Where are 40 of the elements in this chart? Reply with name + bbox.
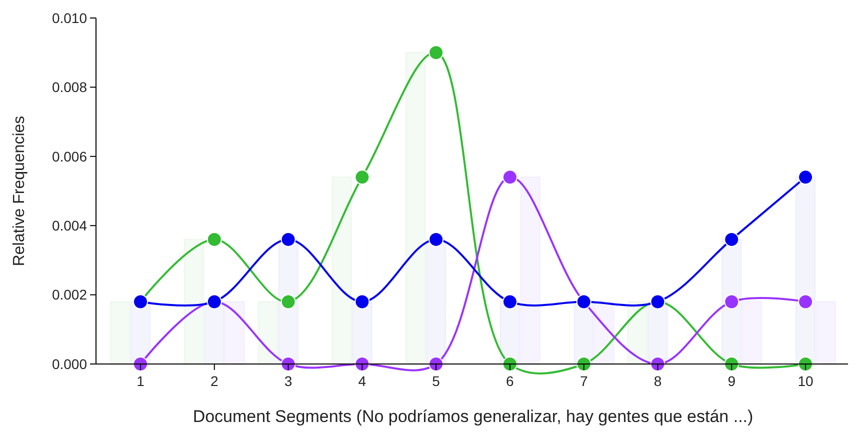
x-axis-title: Document Segments (No podríamos generalizar, hay gentes que están ...) — [192, 407, 754, 426]
point — [280, 294, 296, 310]
x-tick-label: 2 — [210, 373, 218, 389]
y-tick-label: 0.006 — [52, 148, 88, 164]
x-tick-label: 9 — [728, 373, 736, 389]
point — [724, 294, 740, 310]
x-tick-label: 3 — [284, 373, 292, 389]
point — [502, 294, 518, 310]
point — [428, 232, 444, 247]
point — [798, 170, 814, 185]
point — [280, 232, 296, 247]
x-tick-label: 5 — [432, 373, 440, 389]
y-tick-label: 0.004 — [52, 218, 88, 234]
point — [132, 356, 148, 372]
point — [650, 356, 666, 372]
x-tick-label: 8 — [654, 373, 662, 389]
point — [502, 356, 518, 372]
point — [724, 232, 740, 247]
x-tick-label: 10 — [798, 373, 814, 389]
point — [428, 356, 444, 372]
x-tick-label: 1 — [136, 373, 145, 389]
point — [354, 170, 370, 185]
y-axis-title: Relative Frequencies — [11, 116, 28, 266]
x-tick-label: 7 — [580, 373, 588, 389]
point — [354, 294, 370, 310]
y-tick-label: 0.000 — [52, 356, 88, 372]
point — [576, 356, 592, 372]
y-tick-label: 0.008 — [52, 79, 88, 96]
x-tick-label: 6 — [506, 373, 514, 389]
point — [798, 356, 814, 372]
x-tick-label: 4 — [358, 373, 366, 389]
point — [724, 356, 740, 372]
point — [280, 356, 296, 372]
point — [354, 356, 370, 372]
y-tick-label: 0.010 — [52, 10, 88, 26]
point — [798, 294, 814, 310]
point — [502, 170, 518, 185]
point — [206, 232, 222, 247]
y-tick-label: 0.002 — [52, 286, 88, 303]
point — [428, 45, 444, 60]
